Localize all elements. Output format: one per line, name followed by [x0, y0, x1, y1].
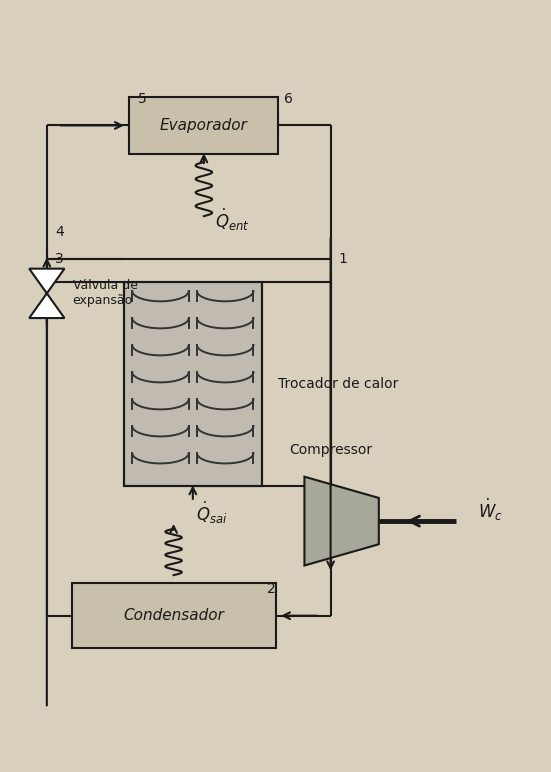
Text: $\dot{W}_c$: $\dot{W}_c$: [478, 496, 503, 523]
Text: 1: 1: [339, 252, 348, 266]
Bar: [72, 583, 276, 648]
Text: Evaporador: Evaporador: [160, 118, 248, 133]
Text: Compressor: Compressor: [289, 443, 372, 457]
Polygon shape: [304, 477, 379, 565]
Text: 4: 4: [55, 225, 64, 239]
Polygon shape: [29, 293, 64, 318]
Text: 6: 6: [284, 92, 293, 106]
Polygon shape: [29, 269, 64, 293]
Text: Válvula de
expansão: Válvula de expansão: [73, 279, 138, 307]
Bar: [124, 282, 262, 486]
Text: 3: 3: [55, 252, 64, 266]
Text: Trocador de calor: Trocador de calor: [278, 377, 398, 391]
Text: $\dot{Q}_{sai}$: $\dot{Q}_{sai}$: [196, 500, 227, 527]
Text: 5: 5: [138, 92, 147, 106]
Bar: [124, 282, 262, 486]
Text: 2: 2: [267, 582, 276, 596]
Bar: [129, 96, 278, 154]
Text: Condensador: Condensador: [123, 608, 224, 623]
Text: $\dot{Q}_{ent}$: $\dot{Q}_{ent}$: [215, 207, 250, 233]
